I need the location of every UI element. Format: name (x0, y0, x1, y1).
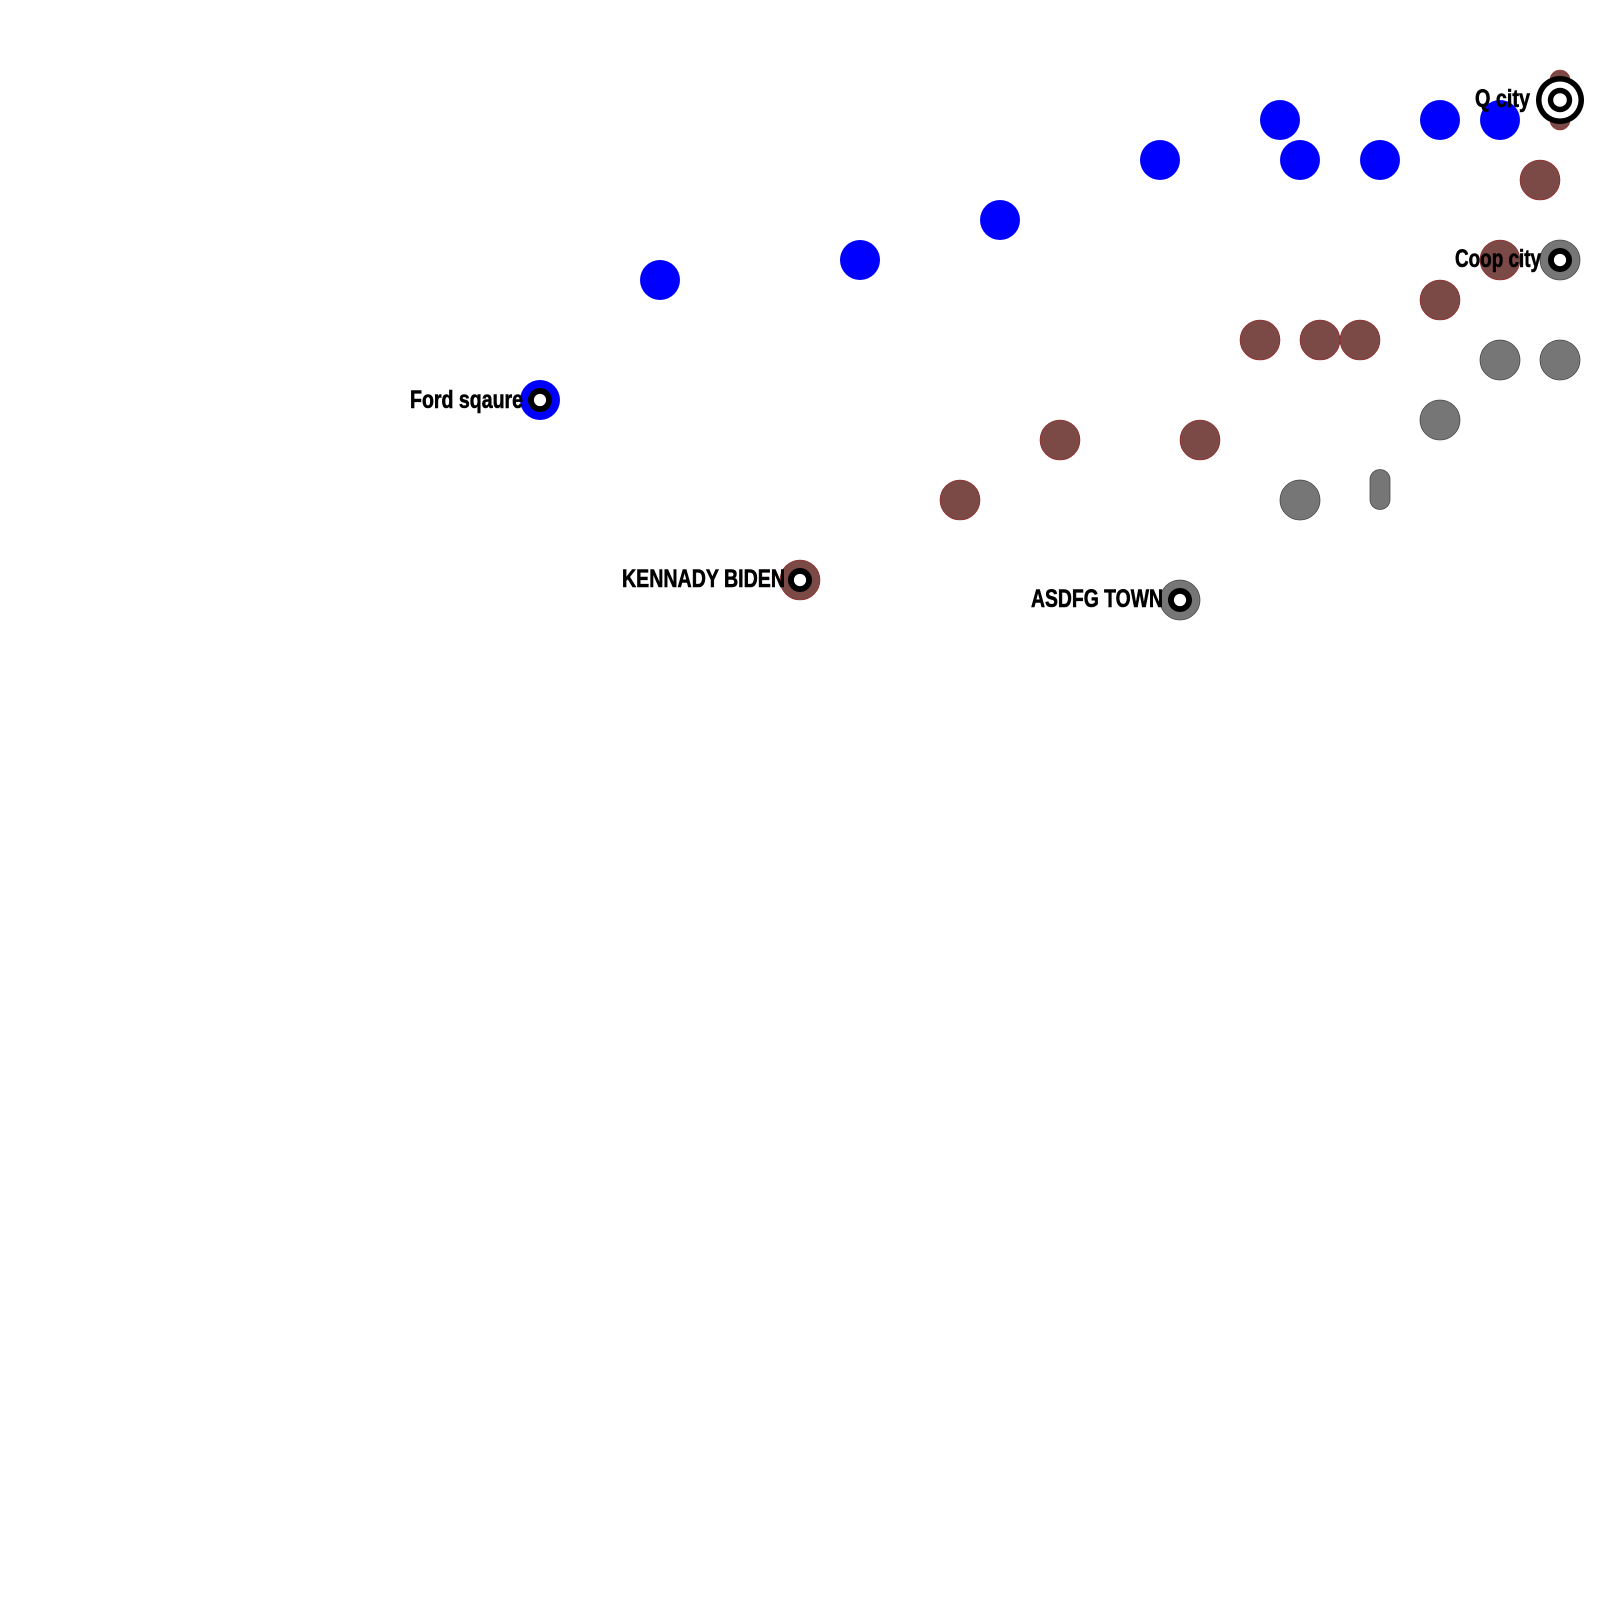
svg-text:ASDFG TOWN: ASDFG TOWN (1031, 585, 1163, 613)
svg-text:Ford sqaure: Ford sqaure (410, 386, 523, 414)
svg-text:Q city: Q city (1475, 85, 1530, 113)
svg-text:Coop city: Coop city (1455, 245, 1541, 273)
svg-text:KENNADY BIDEN: KENNADY BIDEN (622, 565, 785, 593)
